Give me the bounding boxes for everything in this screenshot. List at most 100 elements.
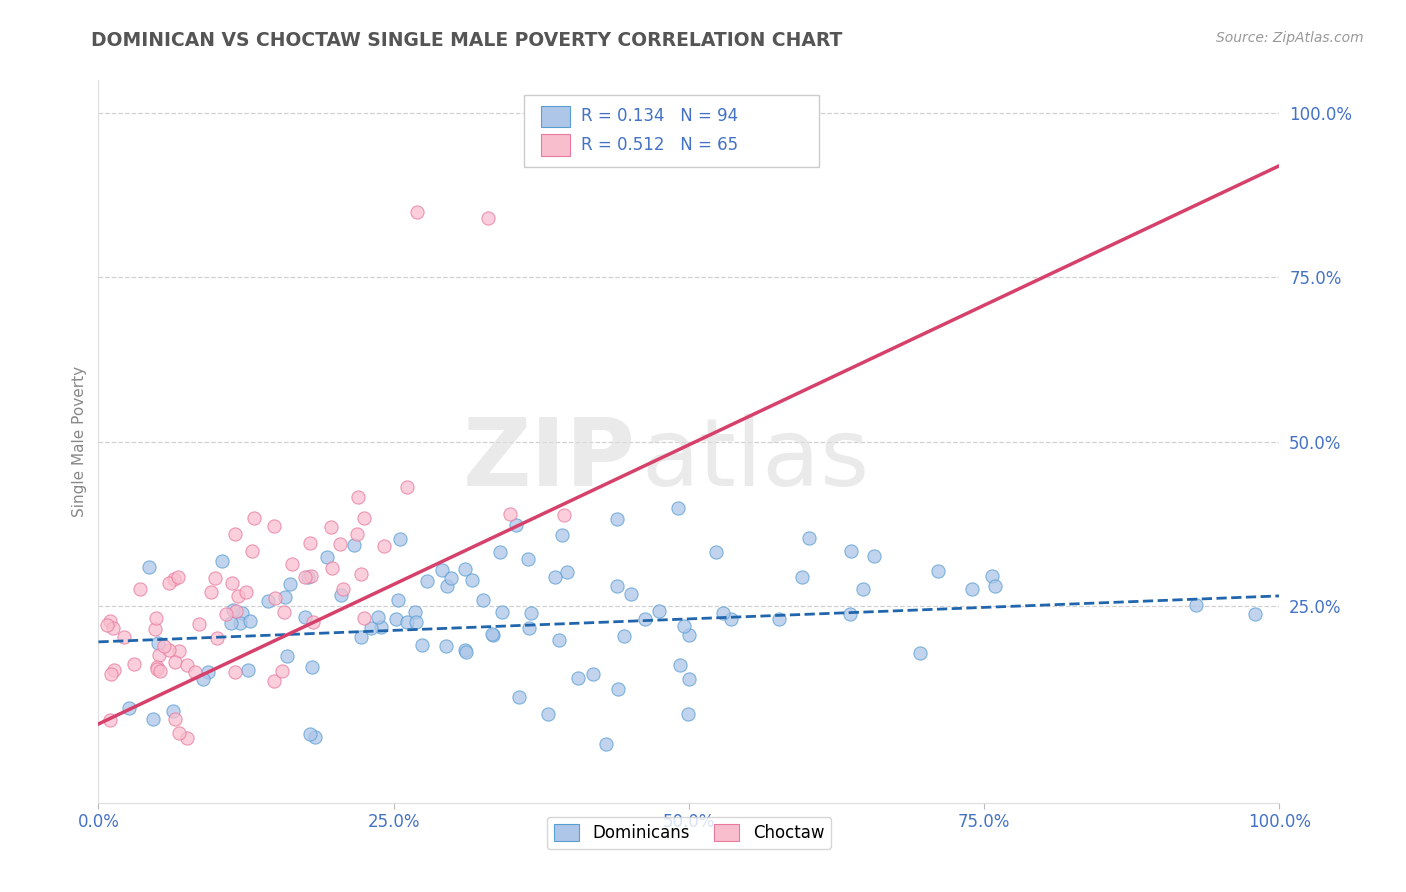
- Point: [276, 649, 298, 664]
- Point: [304, 730, 326, 744]
- Point: [481, 626, 503, 640]
- Point: [98, 615, 121, 629]
- Point: [153, 640, 176, 654]
- Point: [360, 621, 382, 635]
- Point: [294, 570, 316, 584]
- Point: [211, 554, 233, 568]
- Point: [299, 569, 322, 583]
- Point: [453, 642, 475, 657]
- Point: [112, 631, 135, 645]
- Bar: [541, 135, 569, 156]
- Point: [138, 560, 160, 574]
- Point: [280, 577, 302, 591]
- Point: [274, 590, 297, 604]
- Point: [263, 591, 285, 605]
- Point: [678, 672, 700, 686]
- Point: [389, 532, 412, 546]
- Point: [678, 628, 700, 642]
- Point: [367, 609, 389, 624]
- Point: [148, 648, 170, 662]
- Point: [482, 628, 505, 642]
- Point: [146, 660, 169, 674]
- Point: [669, 657, 692, 672]
- Text: R = 0.512   N = 65: R = 0.512 N = 65: [582, 136, 738, 154]
- Point: [162, 704, 184, 718]
- Point: [214, 607, 236, 622]
- Point: [350, 631, 373, 645]
- Point: [329, 537, 352, 551]
- Point: [146, 636, 169, 650]
- Point: [294, 610, 316, 624]
- Point: [980, 568, 1002, 582]
- Point: [395, 615, 418, 629]
- Point: [176, 658, 198, 673]
- Point: [395, 480, 418, 494]
- Point: [329, 588, 352, 602]
- Point: [499, 508, 522, 522]
- Point: [101, 621, 124, 635]
- Point: [620, 587, 643, 601]
- Point: [229, 615, 252, 630]
- Point: [221, 575, 243, 590]
- Point: [219, 616, 242, 631]
- Point: [163, 712, 186, 726]
- Text: DOMINICAN VS CHOCTAW SINGLE MALE POVERTY CORRELATION CHART: DOMINICAN VS CHOCTAW SINGLE MALE POVERTY…: [91, 31, 842, 50]
- Point: [984, 579, 1007, 593]
- Point: [166, 570, 188, 584]
- Point: [373, 539, 395, 553]
- Point: [297, 570, 319, 584]
- Point: [163, 655, 186, 669]
- Point: [159, 575, 181, 590]
- Point: [768, 612, 790, 626]
- Point: [551, 528, 574, 542]
- Point: [553, 508, 575, 522]
- FancyBboxPatch shape: [523, 95, 818, 167]
- Point: [183, 665, 205, 680]
- Point: [298, 727, 321, 741]
- Point: [385, 612, 408, 626]
- Point: [163, 572, 186, 586]
- Point: [169, 644, 191, 658]
- Point: [557, 565, 579, 579]
- Point: [273, 605, 295, 619]
- Point: [472, 593, 495, 607]
- Point: [347, 490, 370, 504]
- Point: [1185, 599, 1208, 613]
- Point: [505, 518, 527, 533]
- Text: Source: ZipAtlas.com: Source: ZipAtlas.com: [1216, 31, 1364, 45]
- Point: [122, 657, 145, 672]
- Point: [221, 603, 243, 617]
- Point: [790, 570, 813, 584]
- Point: [176, 731, 198, 746]
- Point: [370, 620, 392, 634]
- Point: [350, 567, 373, 582]
- Point: [517, 621, 540, 635]
- Point: [606, 682, 628, 697]
- Point: [672, 618, 695, 632]
- Point: [353, 511, 375, 525]
- Point: [281, 557, 304, 571]
- Point: [263, 673, 285, 688]
- Point: [145, 611, 167, 625]
- Point: [797, 531, 820, 545]
- Point: [519, 606, 541, 620]
- Point: [613, 629, 636, 643]
- Point: [927, 564, 949, 578]
- Point: [98, 713, 121, 727]
- Point: [169, 726, 191, 740]
- Point: [117, 701, 139, 715]
- Point: [852, 582, 875, 596]
- Point: [224, 665, 246, 680]
- Point: [430, 563, 453, 577]
- Point: [537, 707, 560, 722]
- Point: [205, 631, 228, 645]
- Point: [720, 611, 742, 625]
- Point: [582, 666, 605, 681]
- Point: [231, 606, 253, 620]
- Point: [343, 538, 366, 552]
- Point: [100, 666, 122, 681]
- Point: [224, 526, 246, 541]
- Point: [321, 561, 343, 575]
- Point: [567, 671, 589, 685]
- Point: [676, 707, 699, 722]
